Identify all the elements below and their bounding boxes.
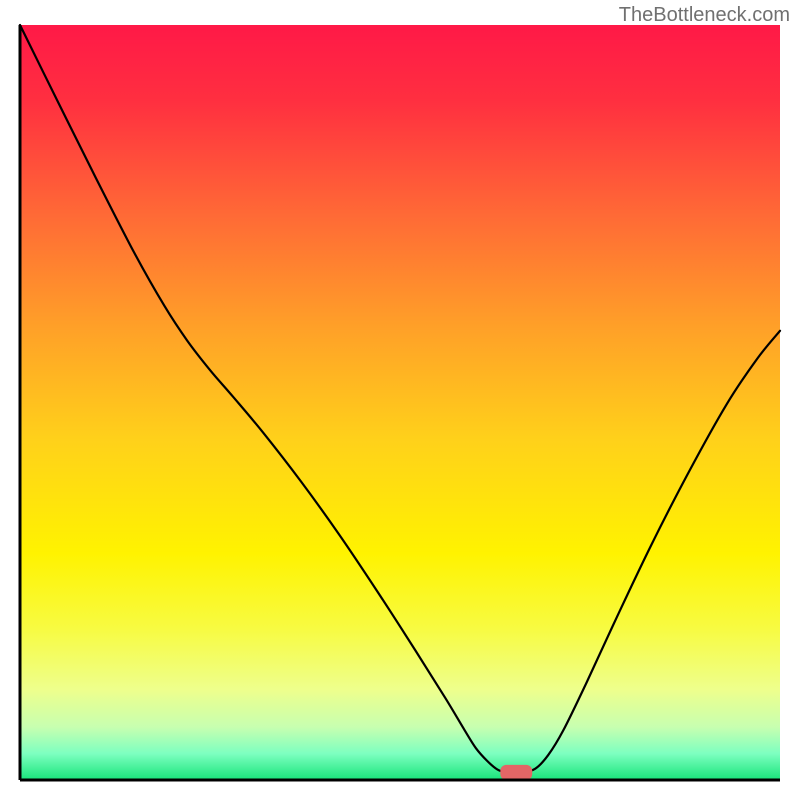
chart-svg [0,0,800,800]
plot-background [20,25,780,780]
bottleneck-chart: TheBottleneck.com [0,0,800,800]
watermark-label: TheBottleneck.com [619,4,790,27]
optimal-marker [500,765,532,780]
